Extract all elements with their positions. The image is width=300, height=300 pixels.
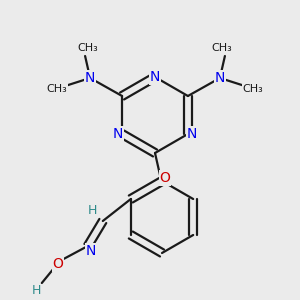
Text: N: N — [187, 127, 197, 141]
Text: N: N — [85, 244, 96, 258]
Text: H: H — [88, 205, 98, 218]
Text: N: N — [215, 71, 225, 85]
Text: N: N — [150, 70, 160, 84]
Text: CH₃: CH₃ — [242, 84, 263, 94]
Text: H: H — [32, 284, 41, 298]
Text: N: N — [113, 127, 123, 141]
Text: CH₃: CH₃ — [78, 43, 98, 53]
Text: N: N — [85, 71, 95, 85]
Text: CH₃: CH₃ — [47, 84, 68, 94]
Text: O: O — [52, 257, 63, 271]
Text: CH₃: CH₃ — [212, 43, 232, 53]
Text: O: O — [160, 171, 170, 185]
